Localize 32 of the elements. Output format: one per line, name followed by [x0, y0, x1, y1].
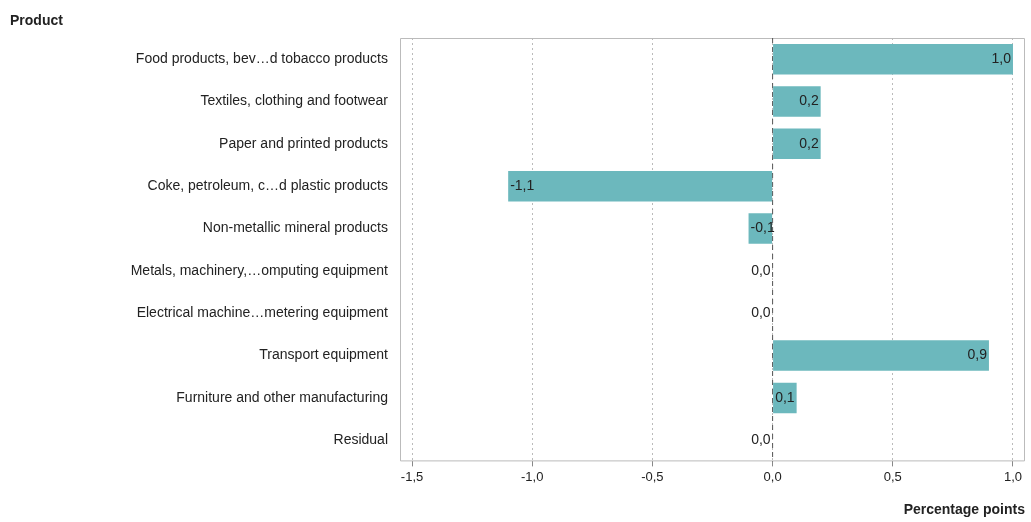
y-tick-label: Textiles, clothing and footwear: [200, 92, 389, 109]
data-label: 0,0: [751, 261, 771, 278]
data-label: 0,2: [799, 92, 819, 109]
data-label: 0,2: [799, 134, 819, 151]
data-label: 1,0: [991, 50, 1012, 67]
y-tick-label: Coke, petroleum, c…d plastic products: [147, 177, 388, 194]
bar: [773, 128, 821, 160]
y-tick-label: Metals, machinery,…omputing equipment: [130, 261, 389, 278]
x-tick-label: -1,0: [521, 468, 544, 484]
data-label: 0,0: [751, 431, 771, 448]
y-tick-label: Paper and printed products: [219, 134, 388, 151]
data-label: -1,1: [510, 177, 535, 194]
x-tick-label: -1,5: [400, 468, 424, 484]
data-label: 0,0: [751, 304, 771, 321]
y-tick-label: Food products, bev…d tobacco products: [135, 50, 388, 67]
y-tick-label: Non-metallic mineral products: [202, 219, 388, 236]
bar: [773, 340, 989, 371]
bar: [508, 170, 773, 202]
y-tick-label: Residual: [333, 431, 388, 448]
y-tick-label: Transport equipment: [259, 346, 389, 363]
bar: [773, 86, 821, 117]
bar: [773, 43, 1013, 75]
x-tick-label: -0,5: [641, 468, 664, 484]
y-tick-label: Furniture and other manufacturing: [176, 388, 388, 405]
x-tick-label: 1,0: [1003, 468, 1023, 484]
data-label: 0,1: [775, 388, 795, 405]
y-tick-label: Electrical machine…metering equipment: [136, 304, 389, 321]
data-label: 0,9: [967, 346, 988, 363]
x-axis-title: Percentage points: [903, 501, 1026, 517]
y-axis-title: Product: [10, 12, 64, 28]
x-tick-label: 0,5: [883, 468, 902, 484]
x-tick-label: 0,0: [763, 468, 782, 484]
